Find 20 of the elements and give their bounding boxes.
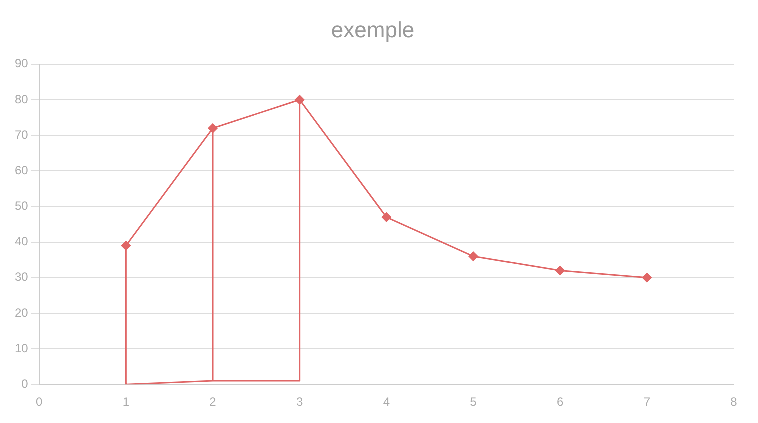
y-tick-label: 50 (14, 199, 29, 214)
y-tick-label: 40 (14, 234, 29, 249)
y-tick-label: 70 (14, 128, 29, 142)
x-tick-label: 0 (36, 395, 44, 410)
y-tick-label: 30 (14, 270, 29, 284)
x-tick-label: 7 (644, 395, 651, 410)
y-tick-label: 20 (14, 306, 29, 320)
y-tick-label: 90 (14, 56, 29, 71)
y-tick-label: 80 (14, 92, 29, 106)
x-tick-label: 6 (556, 395, 564, 410)
y-tick-label: 10 (14, 341, 29, 356)
x-tick-label: 8 (730, 395, 738, 410)
x-tick-label: 3 (296, 395, 304, 410)
x-tick-label: 5 (470, 395, 478, 410)
x-tick-label: 4 (383, 395, 390, 410)
y-tick-label: 0 (22, 376, 29, 391)
x-tick-label: 2 (210, 395, 217, 410)
chart-title: exemple (331, 17, 415, 42)
x-tick-label: 1 (122, 395, 130, 410)
y-tick-label: 60 (14, 163, 29, 178)
